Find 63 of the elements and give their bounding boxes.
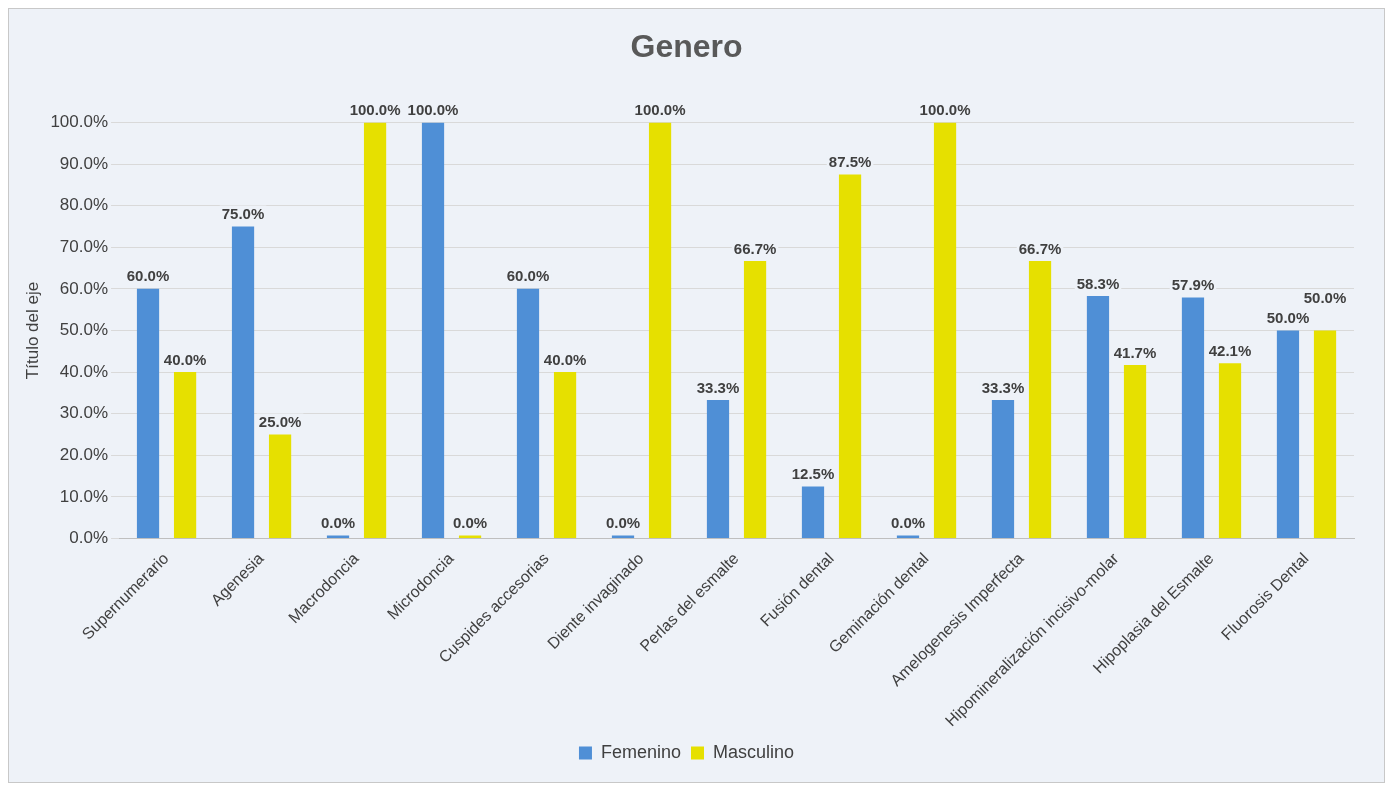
y-tick-label: 40.0% [59, 361, 109, 381]
bar [268, 434, 292, 539]
bar [1028, 260, 1052, 539]
data-label: 100.0% [407, 101, 459, 119]
y-tick-label: 0.0% [69, 528, 109, 548]
data-label: 33.3% [981, 378, 1025, 396]
data-label: 58.3% [1076, 274, 1120, 292]
bar [363, 122, 387, 539]
data-label: 0.0% [320, 514, 356, 532]
data-label: 42.1% [1208, 341, 1252, 359]
data-label: 25.0% [258, 413, 302, 431]
bar [648, 122, 672, 539]
bar [933, 122, 957, 539]
data-label: 100.0% [349, 101, 401, 119]
y-tick-label: 60.0% [59, 278, 109, 298]
bar [743, 260, 767, 539]
y-tick-label: 30.0% [59, 403, 109, 423]
bar [231, 226, 255, 539]
data-label: 60.0% [506, 267, 550, 285]
bar [1123, 365, 1147, 539]
data-label: 0.0% [605, 514, 641, 532]
bar [173, 372, 197, 539]
data-label: 41.7% [1113, 343, 1157, 361]
data-label: 0.0% [452, 514, 488, 532]
bar [1086, 295, 1110, 539]
data-label: 66.7% [733, 239, 777, 257]
data-label: 33.3% [696, 378, 740, 396]
y-tick-label: 80.0% [59, 195, 109, 215]
y-tick-label: 70.0% [59, 236, 109, 256]
y-tick-label: 100.0% [50, 112, 109, 132]
bar [838, 174, 862, 539]
bar [1313, 330, 1337, 539]
y-tick-label: 50.0% [59, 320, 109, 340]
bar [991, 399, 1015, 539]
data-label: 87.5% [828, 153, 872, 171]
y-tick-label: 20.0% [59, 445, 109, 464]
data-label: 66.7% [1018, 239, 1062, 257]
y-axis-title: Título del eje [22, 281, 42, 380]
data-label: 100.0% [919, 101, 971, 119]
legend-label: Femenino [600, 741, 682, 762]
chart-title: Genero [630, 28, 743, 65]
bar [553, 372, 577, 539]
bar [801, 486, 825, 539]
data-label: 40.0% [543, 350, 587, 368]
bar [1276, 330, 1300, 539]
bar [1218, 363, 1242, 539]
data-label: 75.0% [221, 205, 265, 223]
data-label: 50.0% [1303, 289, 1347, 307]
data-label: 50.0% [1266, 309, 1310, 327]
data-label: 40.0% [163, 350, 207, 368]
data-label: 12.5% [791, 465, 835, 483]
bar [421, 122, 445, 539]
y-tick-label: 90.0% [59, 153, 109, 173]
data-label: 100.0% [634, 101, 686, 119]
y-tick-label: 10.0% [59, 486, 109, 506]
data-label: 57.9% [1171, 276, 1215, 294]
data-label: 60.0% [126, 267, 170, 285]
data-label: 0.0% [890, 514, 926, 532]
bar [706, 399, 730, 539]
legend-label: Masculino [713, 741, 795, 762]
bar [136, 288, 160, 539]
bar [516, 288, 540, 539]
bar [1181, 297, 1205, 539]
